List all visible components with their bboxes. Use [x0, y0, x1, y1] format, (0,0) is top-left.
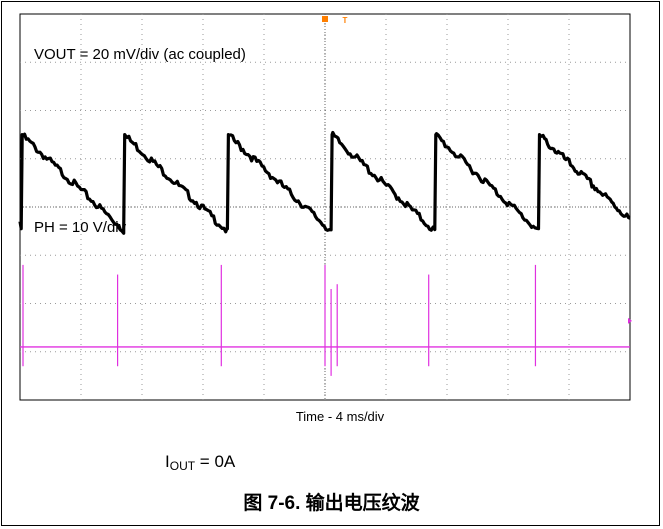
channel-1-label: VOUT = 20 mV/div (ac coupled) — [34, 46, 246, 63]
iout-label: IOUT = 0A — [165, 452, 235, 473]
scope-traces — [18, 16, 632, 376]
channel-2-label: PH = 10 V/div — [34, 219, 127, 236]
x-axis-label: Time - 4 ms/div — [296, 409, 385, 424]
ph-channel-marker — [628, 317, 632, 324]
figure-caption: 图 7-6. 输出电压纹波 — [243, 493, 420, 514]
iout-prefix: I — [165, 452, 170, 471]
trigger-marker: T — [343, 16, 348, 25]
trigger-flag — [322, 16, 328, 22]
iout-subscript: OUT — [169, 459, 196, 473]
iout-value: = 0A — [195, 452, 236, 471]
vout-trace — [18, 130, 631, 235]
